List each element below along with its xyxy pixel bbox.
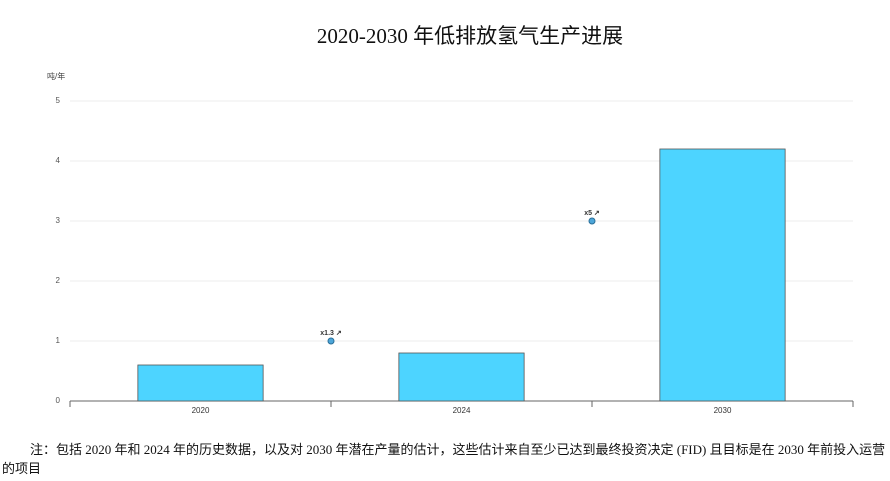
bar — [659, 148, 786, 402]
annotation-label: x1.3 ↗ — [320, 330, 342, 337]
annotation-label: x5 ↗ — [584, 210, 600, 217]
bar — [398, 352, 525, 402]
chart-title: 2020-2030 年低排放氢气生产进展 — [317, 24, 623, 48]
y-unit: 吨/年 — [47, 71, 65, 81]
bar — [137, 364, 264, 402]
y-tick-label: 5 — [56, 96, 61, 105]
x-tick-label: 2020 — [192, 406, 210, 415]
x-tick-label: 2030 — [714, 406, 732, 415]
y-tick-label: 3 — [56, 216, 61, 225]
annotation-point — [327, 337, 335, 345]
y-tick-label: 4 — [56, 156, 61, 165]
annotation-point — [588, 217, 596, 225]
y-tick-label: 1 — [56, 336, 61, 345]
chart: 2020-2030 年低排放氢气生产进展 吨/年 0 1 2 3 4 5 2020 2024 2… — [47, 24, 854, 415]
y-tick-label: 2 — [56, 276, 61, 285]
note: 注：包括 2020 年和 2024 年的历史数据，以及对 2030 年潜在产量的… — [2, 442, 886, 476]
x-tick-label: 2024 — [453, 406, 471, 415]
y-tick-label: 0 — [56, 396, 61, 405]
